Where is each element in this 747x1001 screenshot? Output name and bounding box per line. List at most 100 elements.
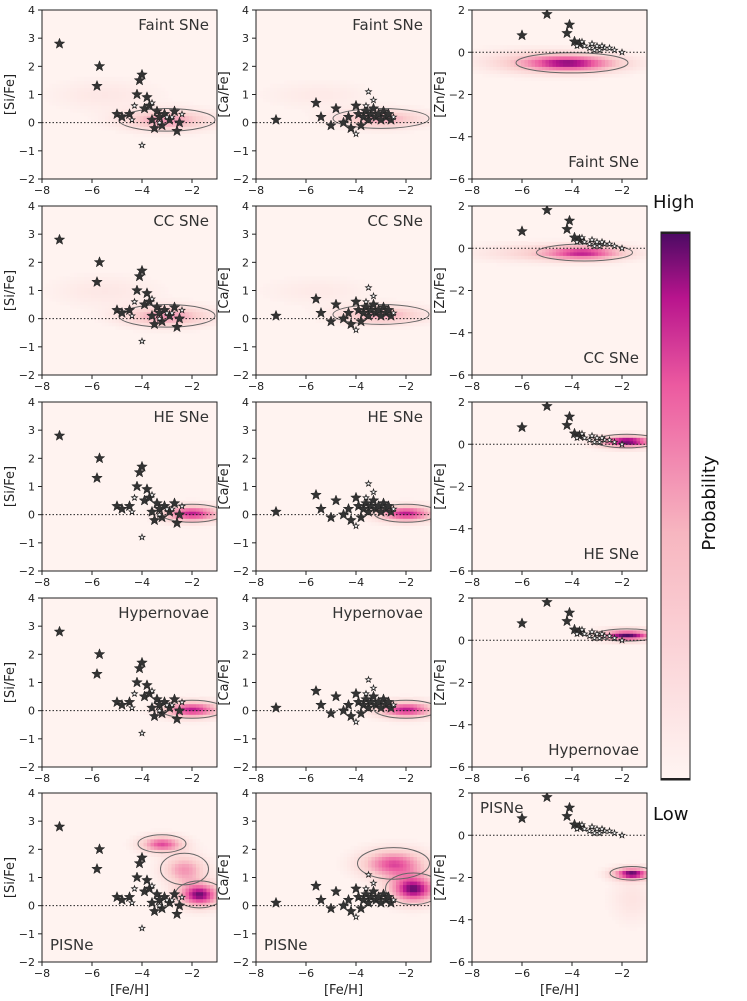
heatmap-cell xyxy=(382,514,387,519)
heatmap-cell xyxy=(619,430,624,435)
heatmap-cell xyxy=(56,91,61,96)
heatmap-cell xyxy=(427,521,431,526)
model-label: Hypernovae xyxy=(548,741,639,759)
heatmap-cell xyxy=(284,91,289,96)
heatmap-cell xyxy=(108,87,113,92)
heatmap-cell xyxy=(319,318,324,323)
heatmap-cell xyxy=(626,636,631,641)
heatmap-cell xyxy=(136,119,141,124)
heatmap-cell xyxy=(136,83,141,88)
heatmap-cell xyxy=(199,514,204,519)
heatmap-cell xyxy=(347,318,352,323)
heatmap-cell xyxy=(178,115,183,120)
heatmap-cell xyxy=(475,255,480,260)
observed-star xyxy=(147,686,157,695)
heatmap-cell xyxy=(196,521,201,526)
heatmap-cell xyxy=(326,297,331,302)
heatmap-cell xyxy=(636,626,641,631)
heatmap-cell xyxy=(91,94,96,99)
heatmap-cell xyxy=(410,521,415,526)
heatmap-cell xyxy=(298,301,303,306)
heatmap-cell xyxy=(580,52,585,57)
heatmap-cell xyxy=(168,108,173,113)
heatmap-cell xyxy=(49,94,54,99)
heatmap-cell xyxy=(70,287,75,292)
y-tick-label: 4 xyxy=(28,4,35,17)
heatmap-cell xyxy=(410,105,415,110)
heatmap-cell xyxy=(591,262,596,267)
heatmap-cell xyxy=(154,831,159,836)
heatmap-cell xyxy=(49,290,54,295)
heatmap-cell xyxy=(396,119,401,124)
heatmap-cell xyxy=(322,287,327,292)
heatmap-cell xyxy=(273,294,278,299)
heatmap-cell xyxy=(182,714,187,719)
heatmap-cell xyxy=(164,884,169,889)
heatmap-cell xyxy=(633,640,638,645)
heatmap-cell xyxy=(605,629,610,634)
heatmap-cell xyxy=(140,511,145,516)
y-tick-label: −2 xyxy=(19,173,35,186)
heatmap-cell xyxy=(542,248,547,253)
heatmap-cell xyxy=(643,626,647,631)
heatmap-cell xyxy=(601,62,606,67)
heatmap-cell xyxy=(608,447,613,452)
heatmap-cell xyxy=(517,55,522,60)
heatmap-cell xyxy=(333,294,338,299)
heatmap-cell xyxy=(129,838,134,843)
heatmap-cell xyxy=(406,521,411,526)
heatmap-cell xyxy=(410,322,415,327)
heatmap-cell xyxy=(210,521,215,526)
heatmap-cell xyxy=(413,514,418,519)
heatmap-cell xyxy=(608,251,613,256)
heatmap-cell xyxy=(361,279,366,284)
observed-star xyxy=(357,110,370,123)
heatmap-cell xyxy=(122,94,127,99)
heatmap-cell xyxy=(213,304,217,309)
heatmap-cell xyxy=(389,710,394,715)
observed-star xyxy=(389,504,398,513)
heatmap-cell xyxy=(566,59,571,64)
heatmap-cell xyxy=(531,62,536,67)
heatmap-cell xyxy=(538,248,543,253)
observed-star xyxy=(590,437,599,446)
y-axis-label: [Zn/Fe] xyxy=(433,71,448,117)
heatmap-cell xyxy=(354,863,359,868)
heatmap-cell xyxy=(329,283,334,288)
heatmap-cell xyxy=(199,870,204,875)
heatmap-cell xyxy=(161,133,166,138)
heatmap-cell xyxy=(643,52,647,57)
heatmap-cell xyxy=(122,101,127,106)
heatmap-cell xyxy=(368,518,373,523)
heatmap-cell xyxy=(350,276,355,281)
observed-star xyxy=(357,306,370,319)
heatmap-cell xyxy=(108,290,113,295)
model-label: CC SNe xyxy=(367,212,423,230)
heatmap-cell xyxy=(375,129,380,134)
heatmap-cell xyxy=(164,831,169,836)
heatmap-cell xyxy=(189,888,194,893)
heatmap-cell xyxy=(199,710,204,715)
heatmap-cell xyxy=(182,870,187,875)
heatmap-cell xyxy=(213,881,217,886)
heatmap-cell xyxy=(528,55,533,60)
heatmap-cell xyxy=(493,59,498,64)
x-tick-label: −4 xyxy=(564,184,580,197)
heatmap-cell xyxy=(87,301,92,306)
heatmap-cell xyxy=(161,881,166,886)
heatmap-cell xyxy=(552,66,557,71)
heatmap-cell xyxy=(199,859,204,864)
heatmap-cell xyxy=(210,119,215,124)
heatmap-cell xyxy=(154,119,159,124)
heatmap-cell xyxy=(192,835,197,840)
heatmap-cell xyxy=(535,255,540,260)
heatmap-cell xyxy=(528,248,533,253)
heatmap-cell xyxy=(119,91,124,96)
heatmap-cell xyxy=(413,504,418,509)
heatmap-cell xyxy=(340,115,345,120)
observed-star xyxy=(342,110,355,123)
heatmap-cell xyxy=(273,98,278,103)
heatmap-cell xyxy=(420,521,425,526)
heatmap-cell xyxy=(619,73,624,78)
heatmap-cell xyxy=(199,525,204,530)
